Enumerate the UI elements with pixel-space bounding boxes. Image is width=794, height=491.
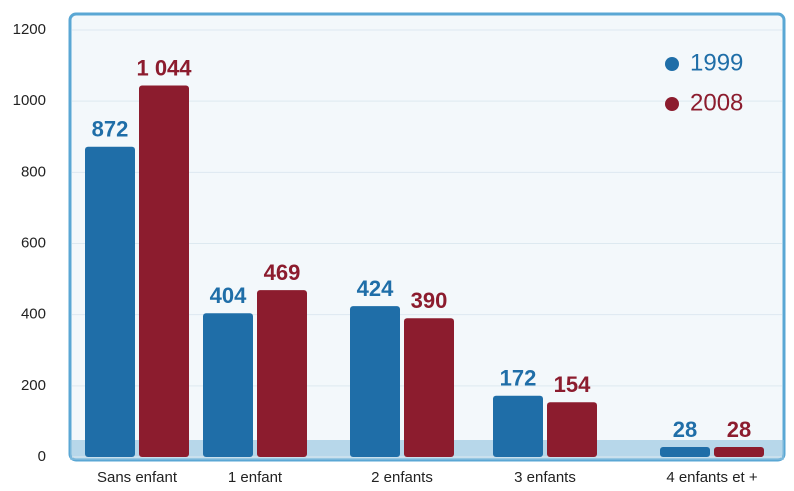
y-tick-label: 200 bbox=[21, 377, 46, 394]
value-label: 424 bbox=[357, 276, 394, 301]
legend-swatch bbox=[665, 97, 679, 111]
x-tick-label: 1 enfant bbox=[228, 469, 283, 486]
value-label: 469 bbox=[264, 260, 301, 285]
y-tick-label: 400 bbox=[21, 306, 46, 323]
y-tick-label: 1000 bbox=[13, 92, 46, 109]
bar bbox=[203, 313, 253, 457]
y-tick-label: 1200 bbox=[13, 21, 46, 38]
bar bbox=[547, 402, 597, 457]
value-label: 872 bbox=[92, 117, 129, 142]
y-tick-label: 600 bbox=[21, 234, 46, 251]
bar bbox=[404, 318, 454, 457]
y-tick-label: 800 bbox=[21, 163, 46, 180]
x-tick-label: 3 enfants bbox=[514, 469, 576, 486]
bar bbox=[714, 447, 764, 457]
value-label: 154 bbox=[554, 372, 591, 397]
x-tick-label: Sans enfant bbox=[97, 469, 178, 486]
value-label: 390 bbox=[411, 288, 448, 313]
legend-label: 2008 bbox=[690, 89, 743, 116]
value-label: 28 bbox=[673, 417, 697, 442]
x-tick-label: 2 enfants bbox=[371, 469, 433, 486]
bar bbox=[493, 395, 543, 457]
value-label: 1 044 bbox=[136, 55, 192, 80]
value-label: 172 bbox=[500, 366, 537, 391]
y-tick-label: 0 bbox=[38, 448, 46, 465]
value-label: 28 bbox=[727, 417, 751, 442]
x-tick-label: 4 enfants et + bbox=[666, 469, 758, 486]
value-label: 404 bbox=[210, 283, 247, 308]
bar bbox=[257, 290, 307, 457]
bar bbox=[85, 146, 135, 458]
legend-swatch bbox=[665, 57, 679, 71]
bar bbox=[139, 85, 189, 457]
bar bbox=[350, 306, 400, 457]
bar bbox=[660, 447, 710, 457]
legend-label: 1999 bbox=[690, 49, 743, 76]
